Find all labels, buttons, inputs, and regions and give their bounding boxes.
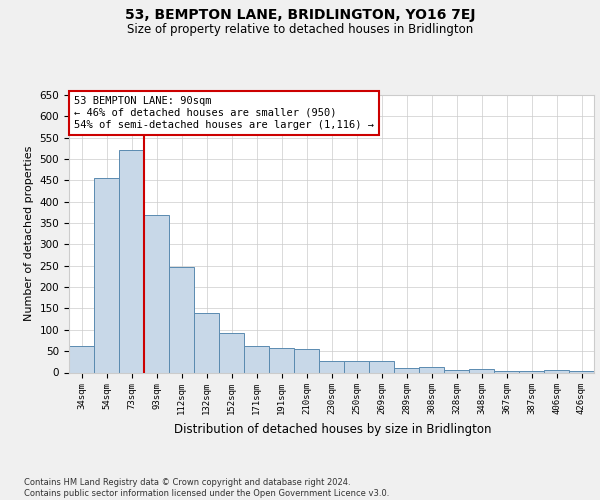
Bar	[319, 362, 344, 372]
Text: 53 BEMPTON LANE: 90sqm
← 46% of detached houses are smaller (950)
54% of semi-de: 53 BEMPTON LANE: 90sqm ← 46% of detached…	[74, 96, 374, 130]
Bar	[494, 371, 519, 372]
Bar	[144, 214, 169, 372]
Bar	[219, 333, 244, 372]
Text: Size of property relative to detached houses in Bridlington: Size of property relative to detached ho…	[127, 22, 473, 36]
Bar	[569, 371, 594, 372]
Bar	[94, 178, 119, 372]
Bar	[544, 370, 569, 372]
Bar	[394, 368, 419, 372]
Bar	[69, 346, 94, 372]
Bar	[269, 348, 294, 372]
Bar	[169, 266, 194, 372]
Bar	[119, 150, 144, 372]
Bar	[244, 346, 269, 372]
Bar	[294, 349, 319, 372]
Bar	[519, 371, 544, 372]
Text: 53, BEMPTON LANE, BRIDLINGTON, YO16 7EJ: 53, BEMPTON LANE, BRIDLINGTON, YO16 7EJ	[125, 8, 475, 22]
Bar	[469, 368, 494, 372]
Bar	[194, 312, 219, 372]
Text: Contains HM Land Registry data © Crown copyright and database right 2024.
Contai: Contains HM Land Registry data © Crown c…	[24, 478, 389, 498]
Bar	[444, 370, 469, 372]
Bar	[369, 362, 394, 372]
Text: Distribution of detached houses by size in Bridlington: Distribution of detached houses by size …	[174, 422, 492, 436]
Y-axis label: Number of detached properties: Number of detached properties	[24, 146, 34, 322]
Bar	[419, 368, 444, 372]
Bar	[344, 362, 369, 372]
